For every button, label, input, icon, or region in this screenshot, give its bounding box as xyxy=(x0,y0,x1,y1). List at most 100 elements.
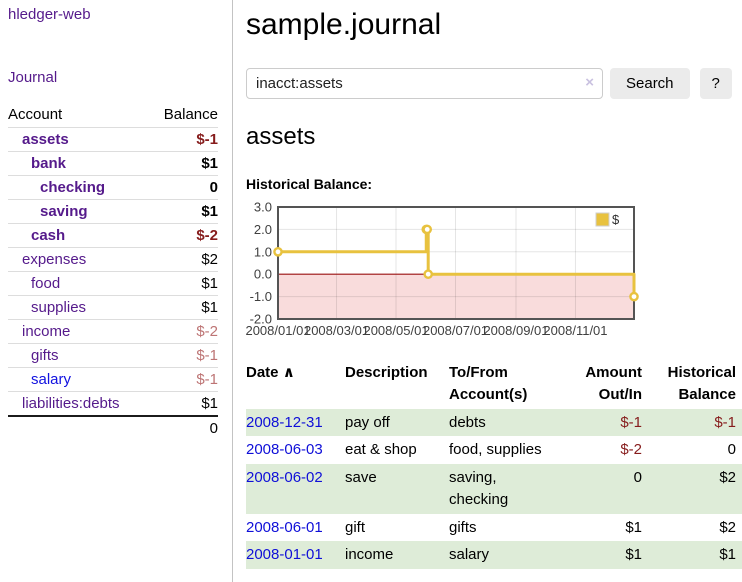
account-link[interactable]: expenses xyxy=(22,251,87,268)
transaction-date-link[interactable]: 2008-06-01 xyxy=(246,518,323,536)
account-link[interactable]: food xyxy=(31,275,61,292)
svg-text:3.0: 3.0 xyxy=(254,200,272,215)
register-header-description: Description xyxy=(345,364,428,381)
legend-swatch xyxy=(595,212,610,227)
search-row: × Search ? xyxy=(246,68,742,99)
register-cell-amount: $1 xyxy=(625,518,642,536)
register-row[interactable]: 2008-06-03 eat & shop food, supplies $-2 0 xyxy=(246,436,742,464)
account-heading: assets xyxy=(246,123,316,150)
page-title: sample.journal xyxy=(246,8,442,41)
register-cell-accounts: food, supplies xyxy=(449,441,542,459)
account-row: bank $1 xyxy=(8,151,218,176)
svg-text:-2.0: -2.0 xyxy=(250,312,272,327)
register-cell-balance: $1 xyxy=(719,546,736,564)
register-cell-amount: $-2 xyxy=(620,441,642,459)
account-balance: $-2 xyxy=(149,223,218,248)
accounts-header-balance: Balance xyxy=(149,103,218,128)
sidebar: hledger-web Journal Account Balance asse… xyxy=(0,0,233,582)
register-cell-date: 2008-01-01 xyxy=(246,541,345,569)
account-row: checking 0 xyxy=(8,175,218,200)
account-row: supplies $1 xyxy=(8,295,218,320)
register-header-balance: Historical Balance xyxy=(667,364,736,403)
account-balance: $-2 xyxy=(149,319,218,344)
svg-text:2008/07/01: 2008/07/01 xyxy=(423,323,488,338)
account-link[interactable]: cash xyxy=(31,227,66,244)
chart-title: Historical Balance: xyxy=(246,176,373,192)
register-header-row: Date ∧ Description To/From Account(s) Am… xyxy=(246,359,742,409)
journal-link[interactable]: Journal xyxy=(8,69,58,86)
sort-asc-icon: ∧ xyxy=(282,364,295,381)
register-cell-amount: 0 xyxy=(633,469,642,486)
account-link[interactable]: gifts xyxy=(31,347,59,364)
data-point xyxy=(423,269,434,279)
svg-text:2008/01/01: 2008/01/01 xyxy=(246,323,311,338)
account-row: assets $-1 xyxy=(8,127,218,152)
data-point xyxy=(629,291,639,302)
register-cell-description: gift xyxy=(345,518,366,536)
account-row: salary $-1 xyxy=(8,367,218,392)
account-row: gifts $-1 xyxy=(8,343,218,368)
register-row[interactable]: 2008-06-02 save saving, checking 0 $2 xyxy=(246,464,742,514)
account-link[interactable]: checking xyxy=(40,179,106,196)
svg-text:1.0: 1.0 xyxy=(254,244,272,259)
account-link[interactable]: salary xyxy=(31,371,72,388)
register-cell-description: pay off xyxy=(345,413,390,431)
account-row: expenses $2 xyxy=(8,247,218,272)
account-balance: $1 xyxy=(149,199,218,224)
svg-text:0.0: 0.0 xyxy=(254,267,272,282)
register-cell-balance: 0 xyxy=(727,441,736,459)
account-balance: $1 xyxy=(149,151,218,176)
transaction-date-link[interactable]: 2008-12-31 xyxy=(246,413,323,431)
search-button[interactable]: Search xyxy=(610,68,690,99)
register-row[interactable]: 2008-12-31 pay off debts $-1 $-1 xyxy=(246,408,742,437)
accounts-header-row: Account Balance xyxy=(8,103,218,128)
svg-text:-1.0: -1.0 xyxy=(250,289,272,304)
account-row: liabilities:debts $1 xyxy=(8,391,218,417)
register-header-accounts: To/From Account(s) xyxy=(449,364,528,403)
accounts-total-value: 0 xyxy=(209,420,218,437)
account-link[interactable]: liabilities:debts xyxy=(22,395,120,412)
clear-search-icon[interactable]: × xyxy=(585,74,594,91)
transaction-date-link[interactable]: 2008-06-02 xyxy=(246,469,323,486)
register-row[interactable]: 2008-01-01 income salary $1 $1 xyxy=(246,541,742,569)
register-cell-balance: $-1 xyxy=(714,413,736,431)
svg-text:2.0: 2.0 xyxy=(254,222,272,237)
register-cell-accounts: debts xyxy=(449,413,486,431)
account-balance: $-1 xyxy=(149,367,218,392)
account-balance: $1 xyxy=(149,391,218,417)
svg-text:2008/09/01: 2008/09/01 xyxy=(483,323,548,338)
register-header-date[interactable]: Date ∧ xyxy=(246,364,295,381)
transaction-date-link[interactable]: 2008-06-03 xyxy=(246,441,323,459)
register-row[interactable]: 2008-06-01 gift gifts $1 $2 xyxy=(246,514,742,542)
app-title-link[interactable]: hledger-web xyxy=(8,6,91,23)
accounts-total-row: 0 xyxy=(8,416,218,440)
help-button[interactable]: ? xyxy=(699,68,732,99)
transaction-date-link[interactable]: 2008-01-01 xyxy=(246,546,323,564)
register-cell-accounts: saving, checking xyxy=(449,469,509,508)
register-cell-description: save xyxy=(345,469,377,486)
main-content: sample.journal × Search ? assets Histori… xyxy=(233,0,742,582)
account-row: food $1 xyxy=(8,271,218,296)
register-cell-date: 2008-06-02 xyxy=(246,464,345,514)
accounts-table: Account Balance assets $-1 bank $1 checking 0… xyxy=(8,103,218,440)
account-link[interactable]: bank xyxy=(31,155,67,172)
accounts-header-account: Account xyxy=(8,103,150,128)
account-link[interactable]: saving xyxy=(40,203,88,220)
register-cell-amount: $-1 xyxy=(620,413,642,431)
register-cell-accounts: gifts xyxy=(449,518,477,536)
register-cell-accounts: salary xyxy=(449,546,490,564)
account-row: saving $1 xyxy=(8,199,218,224)
register-table: Date ∧ Description To/From Account(s) Am… xyxy=(246,359,742,569)
account-link[interactable]: assets xyxy=(22,131,69,148)
register-cell-amount: $1 xyxy=(625,546,642,564)
svg-text:2008/05/01: 2008/05/01 xyxy=(363,323,428,338)
account-balance: $-1 xyxy=(149,127,218,152)
account-link[interactable]: supplies xyxy=(31,299,87,316)
account-link[interactable]: income xyxy=(22,323,71,340)
register-cell-description: eat & shop xyxy=(345,441,417,459)
account-balance: 0 xyxy=(149,175,218,200)
search-input[interactable] xyxy=(246,68,603,99)
account-balance: $2 xyxy=(149,247,218,272)
account-balance: $1 xyxy=(149,295,218,320)
register-cell-description: income xyxy=(345,546,394,564)
